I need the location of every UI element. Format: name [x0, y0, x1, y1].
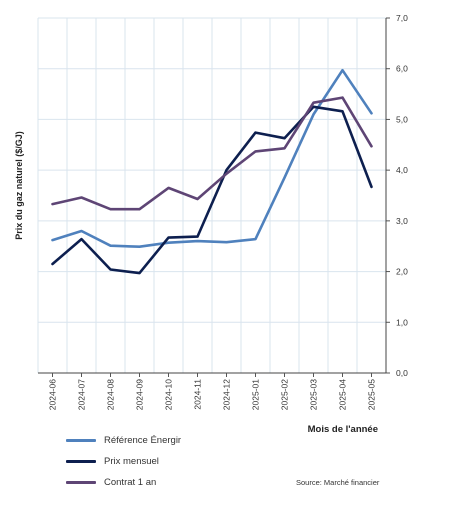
- legend-label-reference: Référence Énergir: [104, 435, 182, 446]
- x-tick-label: 2024-06: [48, 379, 58, 410]
- legend-item-contrat: Contrat 1 an: [66, 472, 181, 493]
- x-tick-label: 2025-03: [309, 379, 319, 410]
- y-tick-label: 0,0: [396, 368, 408, 378]
- legend-label-prix-mensuel: Prix mensuel: [104, 456, 159, 467]
- x-tick-label: 2025-02: [280, 379, 290, 410]
- legend-swatch-reference: [66, 439, 96, 442]
- x-tick-label: 2024-11: [193, 379, 203, 410]
- y-tick-label: 1,0: [396, 317, 408, 327]
- x-tick-label: 2025-01: [251, 379, 261, 410]
- y-tick-label: 4,0: [396, 165, 408, 175]
- legend-item-prix-mensuel: Prix mensuel: [66, 451, 181, 472]
- y-axis-label: Prix du gaz naturel ($/GJ): [14, 131, 24, 240]
- x-tick-label: 2025-05: [367, 379, 377, 410]
- x-tick-label: 2025-04: [338, 379, 348, 410]
- x-tick-label: 2024-09: [135, 379, 145, 410]
- x-tick-label: 2024-07: [77, 379, 87, 410]
- x-tick-label: 2024-10: [164, 379, 174, 410]
- x-tick-label: 2024-12: [222, 379, 232, 410]
- series-line-2: [51, 96, 373, 211]
- legend-item-reference: Référence Énergir: [66, 430, 181, 451]
- x-axis-label: Mois de l'année: [307, 424, 378, 435]
- y-tick-label: 6,0: [396, 64, 408, 74]
- x-tick-label: 2024-08: [106, 379, 116, 410]
- legend: Référence Énergir Prix mensuel Contrat 1…: [66, 430, 181, 493]
- legend-label-contrat: Contrat 1 an: [104, 477, 157, 488]
- series-line-1: [51, 105, 373, 275]
- y-tick-label: 2,0: [396, 267, 408, 277]
- y-tick-label: 7,0: [396, 13, 408, 23]
- y-tick-label: 3,0: [396, 216, 408, 226]
- source-note: Source: Marché financier: [296, 478, 380, 487]
- y-tick-label: 5,0: [396, 114, 408, 124]
- legend-swatch-prix-mensuel: [66, 460, 96, 463]
- legend-swatch-contrat: [66, 481, 96, 484]
